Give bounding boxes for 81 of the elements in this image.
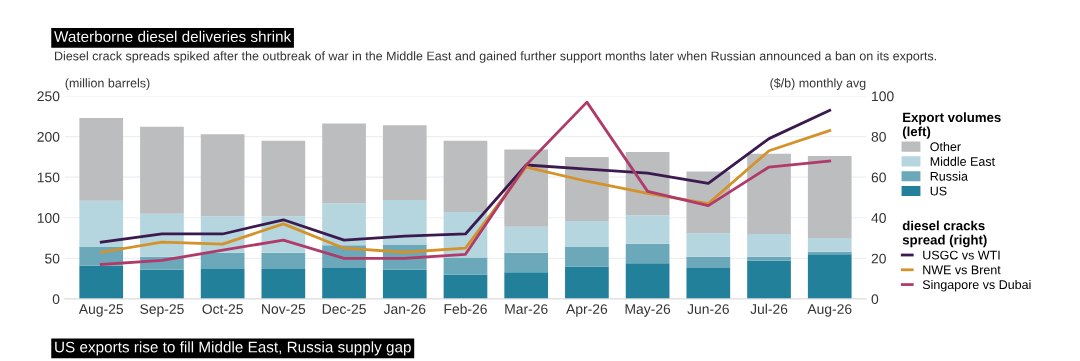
x-tick-label: Sep-25 xyxy=(140,304,184,317)
bar xyxy=(200,268,245,299)
chart-subtitle: Diesel crack spreads spiked after the outbreak of war in the Middle East and gained further support months later when Russian announced a ban on its exports. xyxy=(55,51,936,63)
x-tick-label: Jun-26 xyxy=(687,304,729,314)
bar xyxy=(200,252,245,269)
bar xyxy=(504,226,549,253)
bar xyxy=(443,257,488,275)
bar xyxy=(322,203,366,246)
y2-tick-label: 60 xyxy=(871,172,886,183)
bar xyxy=(565,156,609,221)
x-tick-label: Jan-26 xyxy=(383,304,426,314)
x-tick-label: Jul-26 xyxy=(750,303,788,314)
y-axis-title: (million barrels) xyxy=(65,78,150,90)
y2-tick-label: 40 xyxy=(871,213,886,223)
bar xyxy=(261,268,306,299)
bar xyxy=(747,260,791,299)
line-series xyxy=(99,108,832,244)
bar xyxy=(382,125,427,200)
bar xyxy=(443,140,488,213)
y-tick-label: 250 xyxy=(37,91,60,102)
legend-label: USGC vs WTI xyxy=(923,250,1000,260)
bar xyxy=(807,238,852,252)
bar xyxy=(747,233,791,257)
y-tick-label: 150 xyxy=(37,172,60,183)
y2-axis-title: ($/b) monthly avg xyxy=(770,78,866,90)
y-tick-label: 100 xyxy=(37,213,60,223)
legend-title: Export volumes (left) xyxy=(902,112,1001,139)
x-tick-label: Dec-25 xyxy=(322,304,366,314)
bar xyxy=(686,256,731,269)
y-tick-label: 0 xyxy=(52,294,60,305)
bar xyxy=(625,215,670,244)
bar xyxy=(686,233,731,257)
legend-label: Singapore vs Dubai xyxy=(922,279,1031,292)
bar xyxy=(261,140,306,217)
bar xyxy=(322,123,366,204)
bar xyxy=(504,272,549,299)
chart-title: Waterborne diesel deliveries shrink xyxy=(54,30,292,43)
y-tick-label: 200 xyxy=(37,131,60,142)
y2-tick-label: 80 xyxy=(871,131,886,142)
legend-label: US xyxy=(930,186,947,196)
bar xyxy=(565,266,609,299)
legend-label: Other xyxy=(930,141,961,152)
y2-tick-label: 0 xyxy=(871,294,879,305)
bar xyxy=(140,269,184,299)
legend-label: NWE vs Brent xyxy=(923,265,1001,275)
y2-tick-label: 20 xyxy=(871,253,886,264)
x-tick-label: Nov-25 xyxy=(262,304,306,314)
legend-label: Middle East xyxy=(930,156,995,166)
x-tick-label: Apr-26 xyxy=(566,304,608,317)
legend-label: Russia xyxy=(930,171,968,181)
bar xyxy=(140,126,184,214)
bar xyxy=(747,153,791,234)
bar xyxy=(79,117,124,201)
bar xyxy=(807,156,852,239)
bar xyxy=(807,254,852,299)
bar xyxy=(322,268,366,299)
y2-tick-label: 100 xyxy=(872,91,894,102)
bar xyxy=(382,199,427,245)
bar xyxy=(382,269,427,299)
x-tick-label: Feb-26 xyxy=(444,303,487,314)
bar xyxy=(565,221,609,247)
y-tick-label: 50 xyxy=(45,253,60,264)
text: US exports rise to fill Middle East, Russia supply gap xyxy=(55,341,411,356)
bar xyxy=(200,134,245,217)
x-tick-label: Aug-26 xyxy=(807,304,852,317)
bar xyxy=(625,263,670,299)
bar xyxy=(79,200,124,247)
bar xyxy=(747,256,791,261)
x-tick-label: Mar-26 xyxy=(505,304,548,314)
bar xyxy=(443,274,488,299)
bar xyxy=(625,243,670,264)
bar xyxy=(79,265,124,299)
bar xyxy=(686,268,731,299)
bar xyxy=(565,246,609,267)
x-tick-label: May-26 xyxy=(625,304,671,317)
bar xyxy=(261,252,306,269)
bar xyxy=(504,252,549,273)
x-tick-label: Aug-25 xyxy=(78,304,124,317)
text: diesel cracks spread (right) xyxy=(902,220,987,248)
line-series xyxy=(99,100,832,266)
x-tick-label: Oct-25 xyxy=(202,304,243,314)
